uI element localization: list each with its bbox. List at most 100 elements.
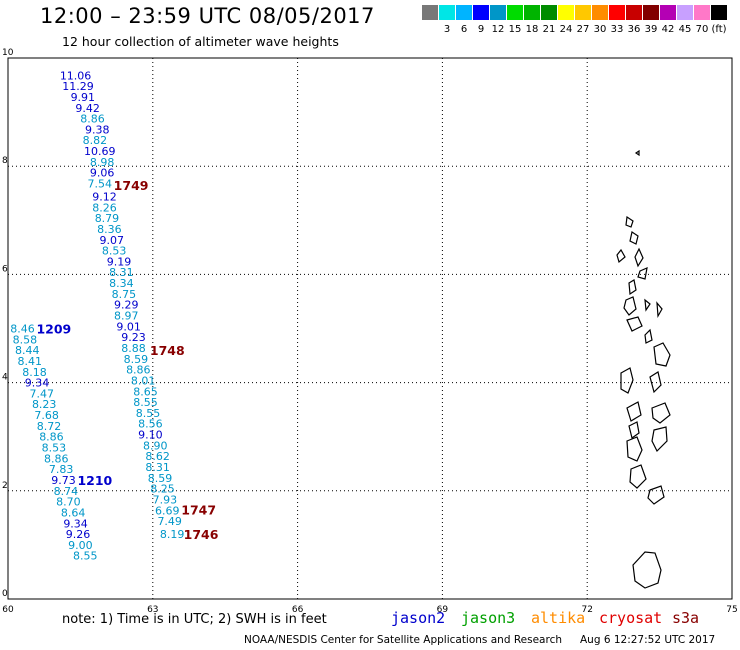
wave-height-value: 8.55 <box>73 550 98 563</box>
wave-height-value: 11.29 <box>62 80 94 93</box>
island-outline <box>616 248 626 264</box>
legend-label: 18 <box>525 24 539 35</box>
legend-label: (ft) <box>711 24 727 35</box>
legend-swatch <box>439 5 455 20</box>
pass-time-label: 1209 <box>36 322 71 337</box>
island-outline <box>647 485 665 505</box>
wave-height-value: 6.69 <box>155 504 180 517</box>
y-tick-label: 0 <box>2 589 8 599</box>
island-outline <box>651 426 668 453</box>
wave-height-value: 7.83 <box>49 463 74 476</box>
wave-height-value: 9.06 <box>90 167 115 180</box>
y-tick-label: 6 <box>2 264 8 274</box>
wave-height-value: 8.82 <box>83 134 108 147</box>
wave-height-value: 8.46 <box>10 323 35 336</box>
wave-height-value: 8.65 <box>133 385 158 398</box>
y-tick-label: 10 <box>2 48 14 58</box>
wave-height-value: 8.31 <box>145 461 170 474</box>
wave-height-value: 7.93 <box>153 493 178 506</box>
legend-label: 27 <box>576 24 590 35</box>
wave-height-value: 8.58 <box>13 333 38 346</box>
wave-height-value: 7.68 <box>34 409 59 422</box>
wave-height-value: 8.31 <box>109 266 134 279</box>
wave-height-value: 9.42 <box>75 102 100 115</box>
legend-swatch <box>456 5 472 20</box>
wave-height-value: 8.79 <box>95 212 120 225</box>
y-tick-label: 4 <box>2 373 8 383</box>
wave-height-value: 8.88 <box>121 342 146 355</box>
wave-height-value: 8.23 <box>32 398 57 411</box>
island-outline <box>656 301 663 318</box>
wave-height-value: 8.44 <box>15 344 40 357</box>
legend-swatch <box>609 5 625 20</box>
wave-height-readings: 11.0611.299.919.428.869.388.8210.698.989… <box>10 69 219 562</box>
y-tick-label: 2 <box>2 481 8 491</box>
wave-height-value: 9.34 <box>63 517 88 530</box>
legend-swatch <box>558 5 574 20</box>
wave-height-value: 8.97 <box>114 310 139 323</box>
legend-swatch <box>643 5 659 20</box>
wave-height-value: 9.00 <box>68 539 93 552</box>
island-outline <box>629 464 647 489</box>
legend-label: 3 <box>443 24 451 35</box>
wave-height-value: 8.75 <box>112 288 137 301</box>
x-tick-label: 60 <box>2 605 14 615</box>
legend-swatch <box>711 5 727 20</box>
legend-label: 30 <box>593 24 607 35</box>
wave-height-value: 9.10 <box>138 429 163 442</box>
legend-label: 21 <box>542 24 556 35</box>
wave-height-value: 8.25 <box>150 483 175 496</box>
island-outline <box>644 328 653 344</box>
pass-time-label: 1749 <box>114 178 149 193</box>
island-outline <box>634 149 640 157</box>
wave-height-value: 8.86 <box>126 364 151 377</box>
wave-height-value: 10.69 <box>84 145 116 158</box>
wave-height-value: 8.53 <box>42 442 67 455</box>
wave-height-value: 9.07 <box>100 234 125 247</box>
wave-height-value: 8.59 <box>148 472 173 485</box>
satellite-key-jason2: jason2 <box>391 609 446 627</box>
wave-height-value: 8.86 <box>44 452 69 465</box>
wave-height-value: 9.26 <box>66 528 91 541</box>
coastline <box>616 149 671 589</box>
wave-height-value: 9.23 <box>121 331 146 344</box>
x-tick-label: 72 <box>581 605 592 615</box>
map-frame <box>7 57 733 600</box>
legend-swatch <box>575 5 591 20</box>
island-outline <box>623 296 637 316</box>
map-grid: 60 63 66 69 72 75 0 2 4 6 8 10 <box>2 48 738 615</box>
legend-swatch <box>541 5 557 20</box>
legend-label: 6 <box>460 24 468 35</box>
wave-height-value: 11.06 <box>60 69 92 82</box>
legend-label: 15 <box>508 24 522 35</box>
island-outline <box>628 421 640 440</box>
legend-swatch <box>592 5 608 20</box>
island-outline <box>644 298 651 312</box>
island-outline <box>628 279 637 296</box>
wave-height-value: 8.01 <box>131 374 156 387</box>
island-outline <box>634 247 644 268</box>
satellite-key-jason3: jason3 <box>461 609 516 627</box>
wave-height-value: 7.54 <box>87 178 112 191</box>
wave-height-value: 8.56 <box>138 418 163 431</box>
wave-height-value: 8.19 <box>160 528 185 541</box>
page-title: 12:00 – 23:59 UTC 08/05/2017 <box>40 4 375 28</box>
wave-height-value: 8.36 <box>97 223 122 236</box>
wave-height-value: 8.86 <box>39 431 64 444</box>
wave-height-value: 8.59 <box>124 353 149 366</box>
wave-height-value: 8.90 <box>143 439 168 452</box>
island-outline <box>653 342 671 367</box>
legend-label: 36 <box>627 24 641 35</box>
island-outline <box>629 231 639 245</box>
satellite-key-s3a: s3a <box>672 609 700 627</box>
wave-height-value: 8.86 <box>80 113 105 126</box>
wave-height-value: 8.72 <box>37 420 62 433</box>
wave-height-value: 9.19 <box>107 255 132 268</box>
wave-height-value: 9.73 <box>51 474 76 487</box>
credit-text: NOAA/NESDIS Center for Satellite Applica… <box>244 634 562 646</box>
pass-time-label: 1746 <box>184 527 219 542</box>
wave-height-value: 9.91 <box>71 91 96 104</box>
wave-height-value: 9.29 <box>114 299 139 312</box>
page-subtitle: 12 hour collection of altimeter wave hei… <box>62 34 339 49</box>
generated-timestamp: Aug 6 12:27:52 UTC 2017 <box>580 634 716 646</box>
